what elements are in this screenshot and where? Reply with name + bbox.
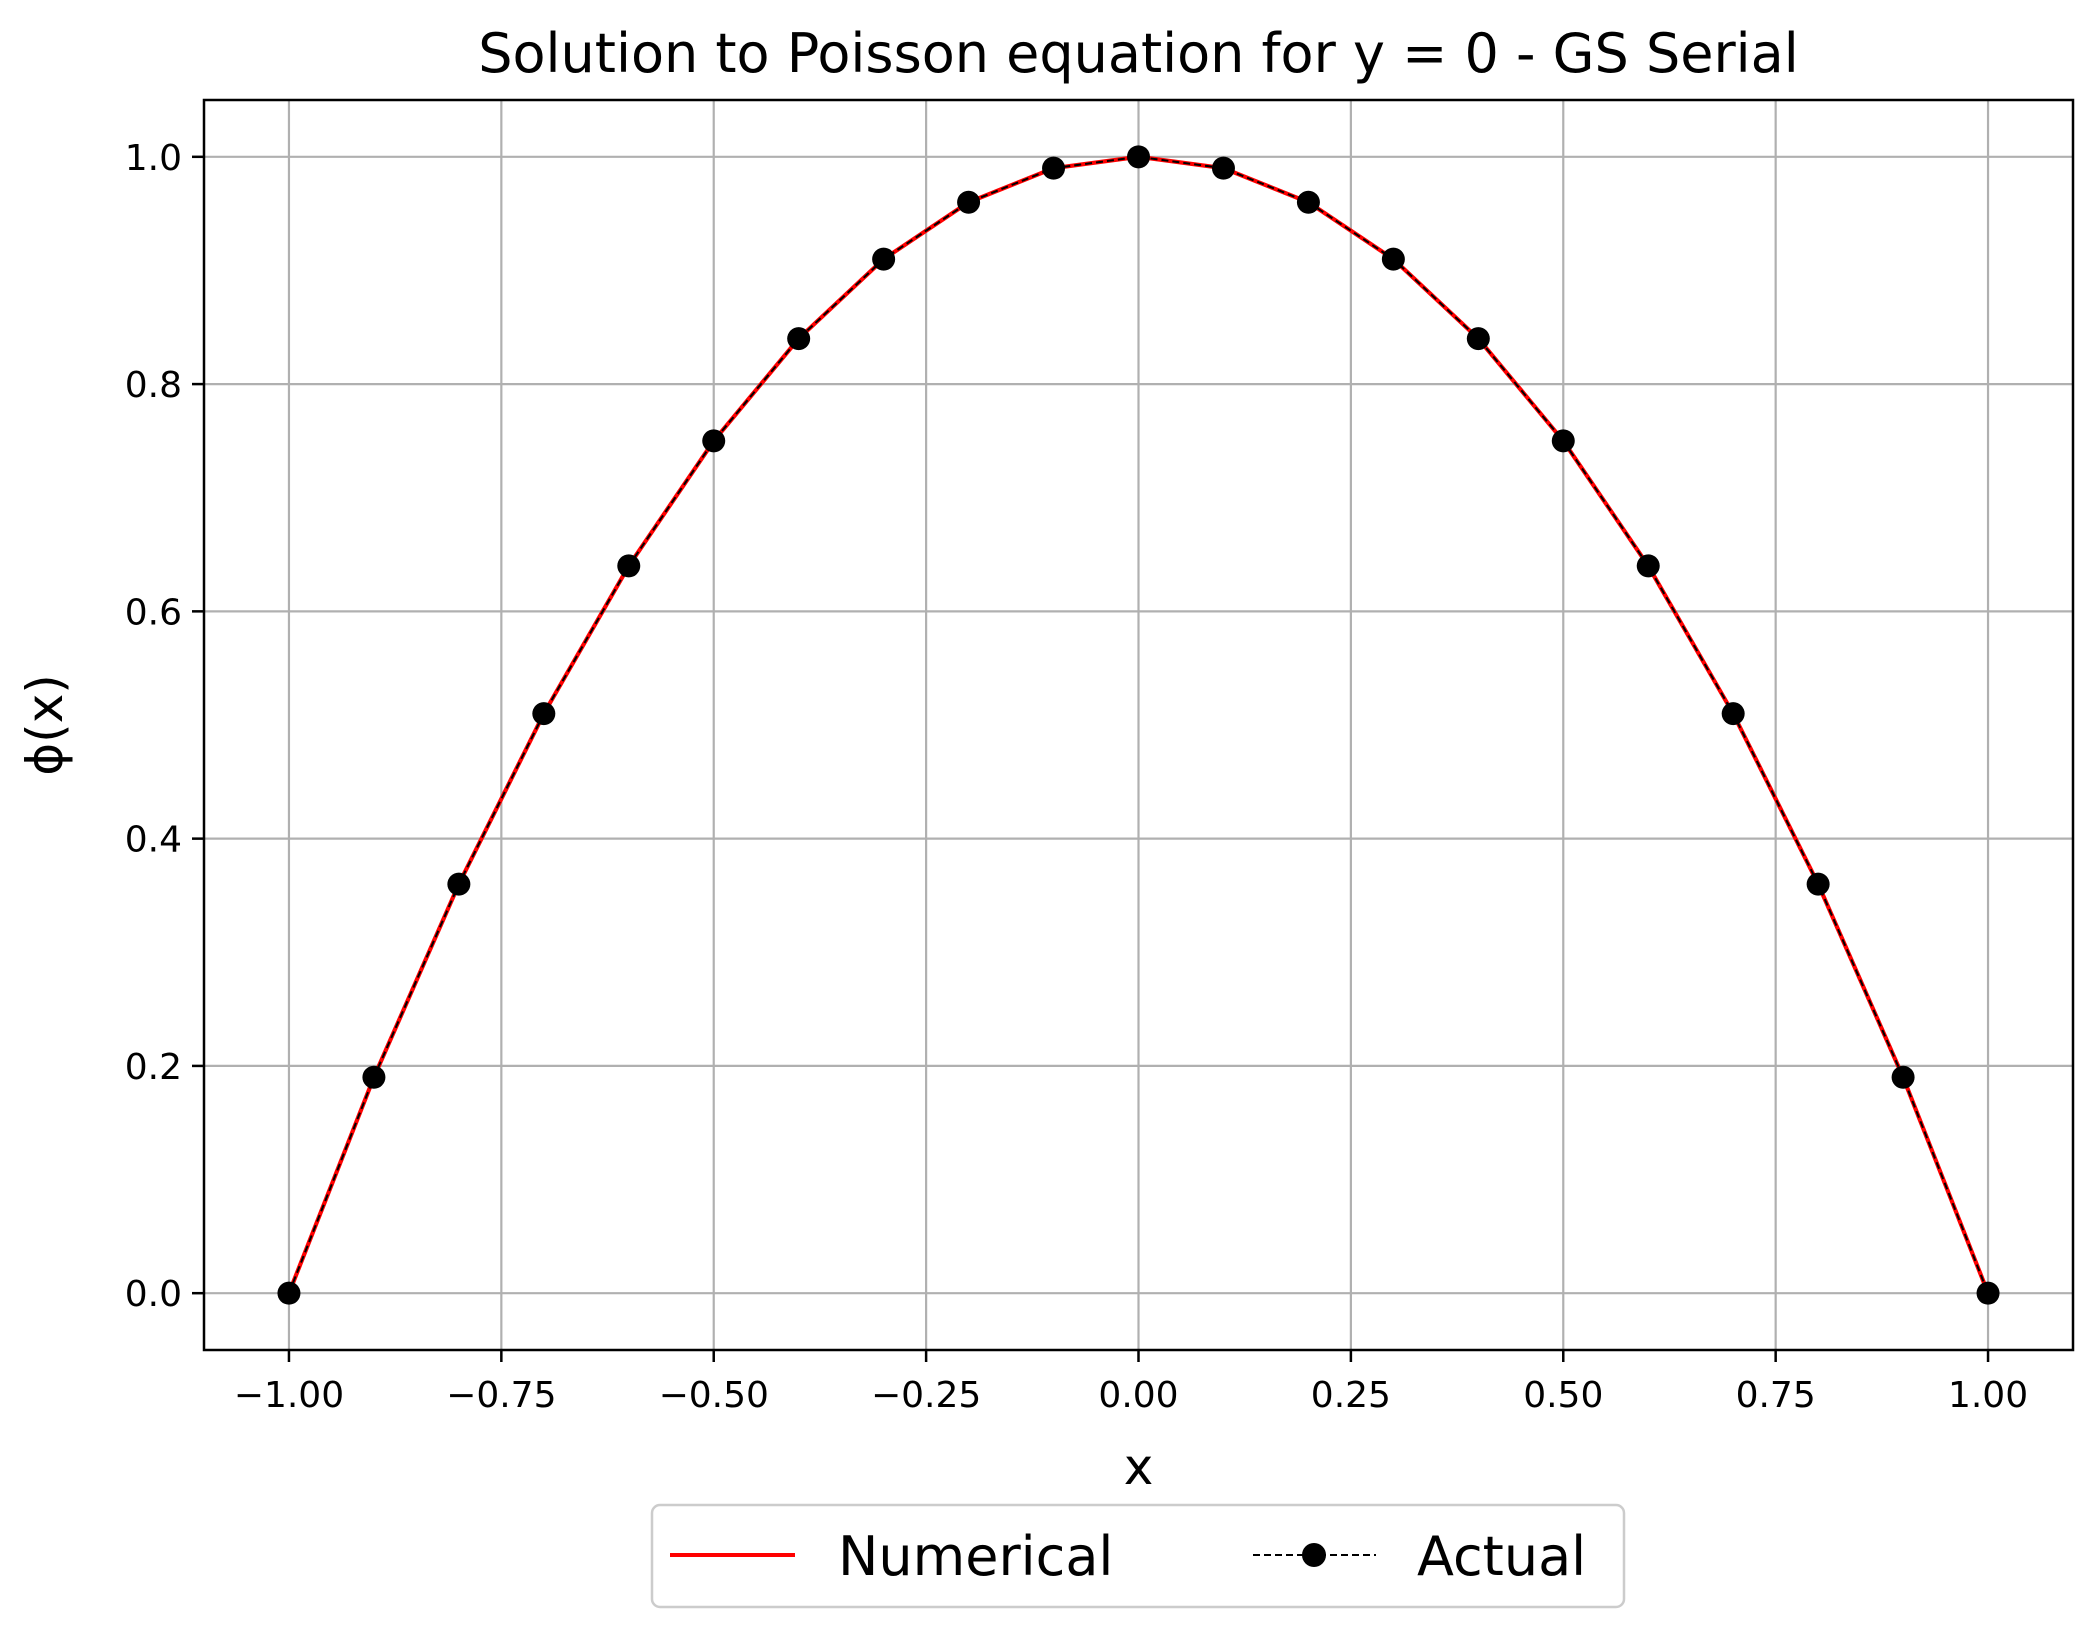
data-point-actual: [1636, 554, 1660, 578]
data-point-actual: [1296, 190, 1320, 214]
x-tick-label: −1.00: [234, 1375, 344, 1416]
x-tick-label: −0.75: [446, 1375, 556, 1416]
data-point-actual: [1381, 247, 1405, 271]
series-line-actual: [288, 155, 1989, 1294]
data-point-actual: [1721, 702, 1745, 726]
data-point-actual: [447, 872, 471, 896]
x-tick-label: 0.25: [1311, 1375, 1391, 1416]
data-point-actual: [1976, 1281, 2000, 1305]
data-point-actual: [872, 247, 896, 271]
x-tick-label: 0.75: [1736, 1375, 1816, 1416]
data-point-actual: [532, 702, 556, 726]
data-point-actual: [277, 1281, 301, 1305]
y-tick-label: 1.0: [125, 138, 182, 179]
y-tick-label: 0.6: [125, 592, 182, 633]
plot-series: [277, 145, 2000, 1305]
data-point-actual: [1466, 327, 1490, 351]
x-axis-label: x: [1124, 1438, 1154, 1496]
legend: Numerical Actual: [650, 1503, 1626, 1609]
legend-box: [650, 1503, 1626, 1609]
data-point-actual: [1127, 145, 1150, 169]
legend-marker-actual: [1302, 1543, 1326, 1567]
data-point-actual: [1806, 872, 1830, 896]
data-point-actual: [787, 327, 811, 351]
data-point-actual: [957, 190, 981, 214]
y-tick-label: 0.4: [125, 820, 182, 861]
data-point-actual: [1551, 429, 1575, 453]
x-tick-label: 1.00: [1948, 1375, 2028, 1416]
legend-label-numerical: Numerical: [838, 1525, 1113, 1588]
data-point-actual: [362, 1065, 386, 1089]
x-tick-label: 0.00: [1098, 1375, 1178, 1416]
y-tick-label: 0.2: [125, 1047, 182, 1088]
chart-title: Solution to Poisson equation for y = 0 -…: [478, 22, 1799, 85]
data-point-actual: [1891, 1065, 1915, 1089]
data-point-actual: [617, 554, 641, 578]
data-point-actual: [702, 429, 726, 453]
data-point-actual: [1211, 156, 1235, 180]
y-tick-label: 0.8: [125, 365, 182, 406]
y-axis-label: ϕ(x): [16, 674, 74, 776]
x-tick-label: −0.25: [871, 1375, 981, 1416]
y-tick-label: 0.0: [125, 1274, 182, 1315]
x-tick-label: −0.50: [659, 1375, 769, 1416]
data-point-actual: [1042, 156, 1066, 180]
axis-ticks: −1.00 −0.75 −0.50 −0.25 0.00 0.25 0.50 0.75 1.00…: [125, 138, 2028, 1416]
x-tick-label: 0.50: [1523, 1375, 1603, 1416]
legend-label-actual: Actual: [1417, 1525, 1586, 1588]
